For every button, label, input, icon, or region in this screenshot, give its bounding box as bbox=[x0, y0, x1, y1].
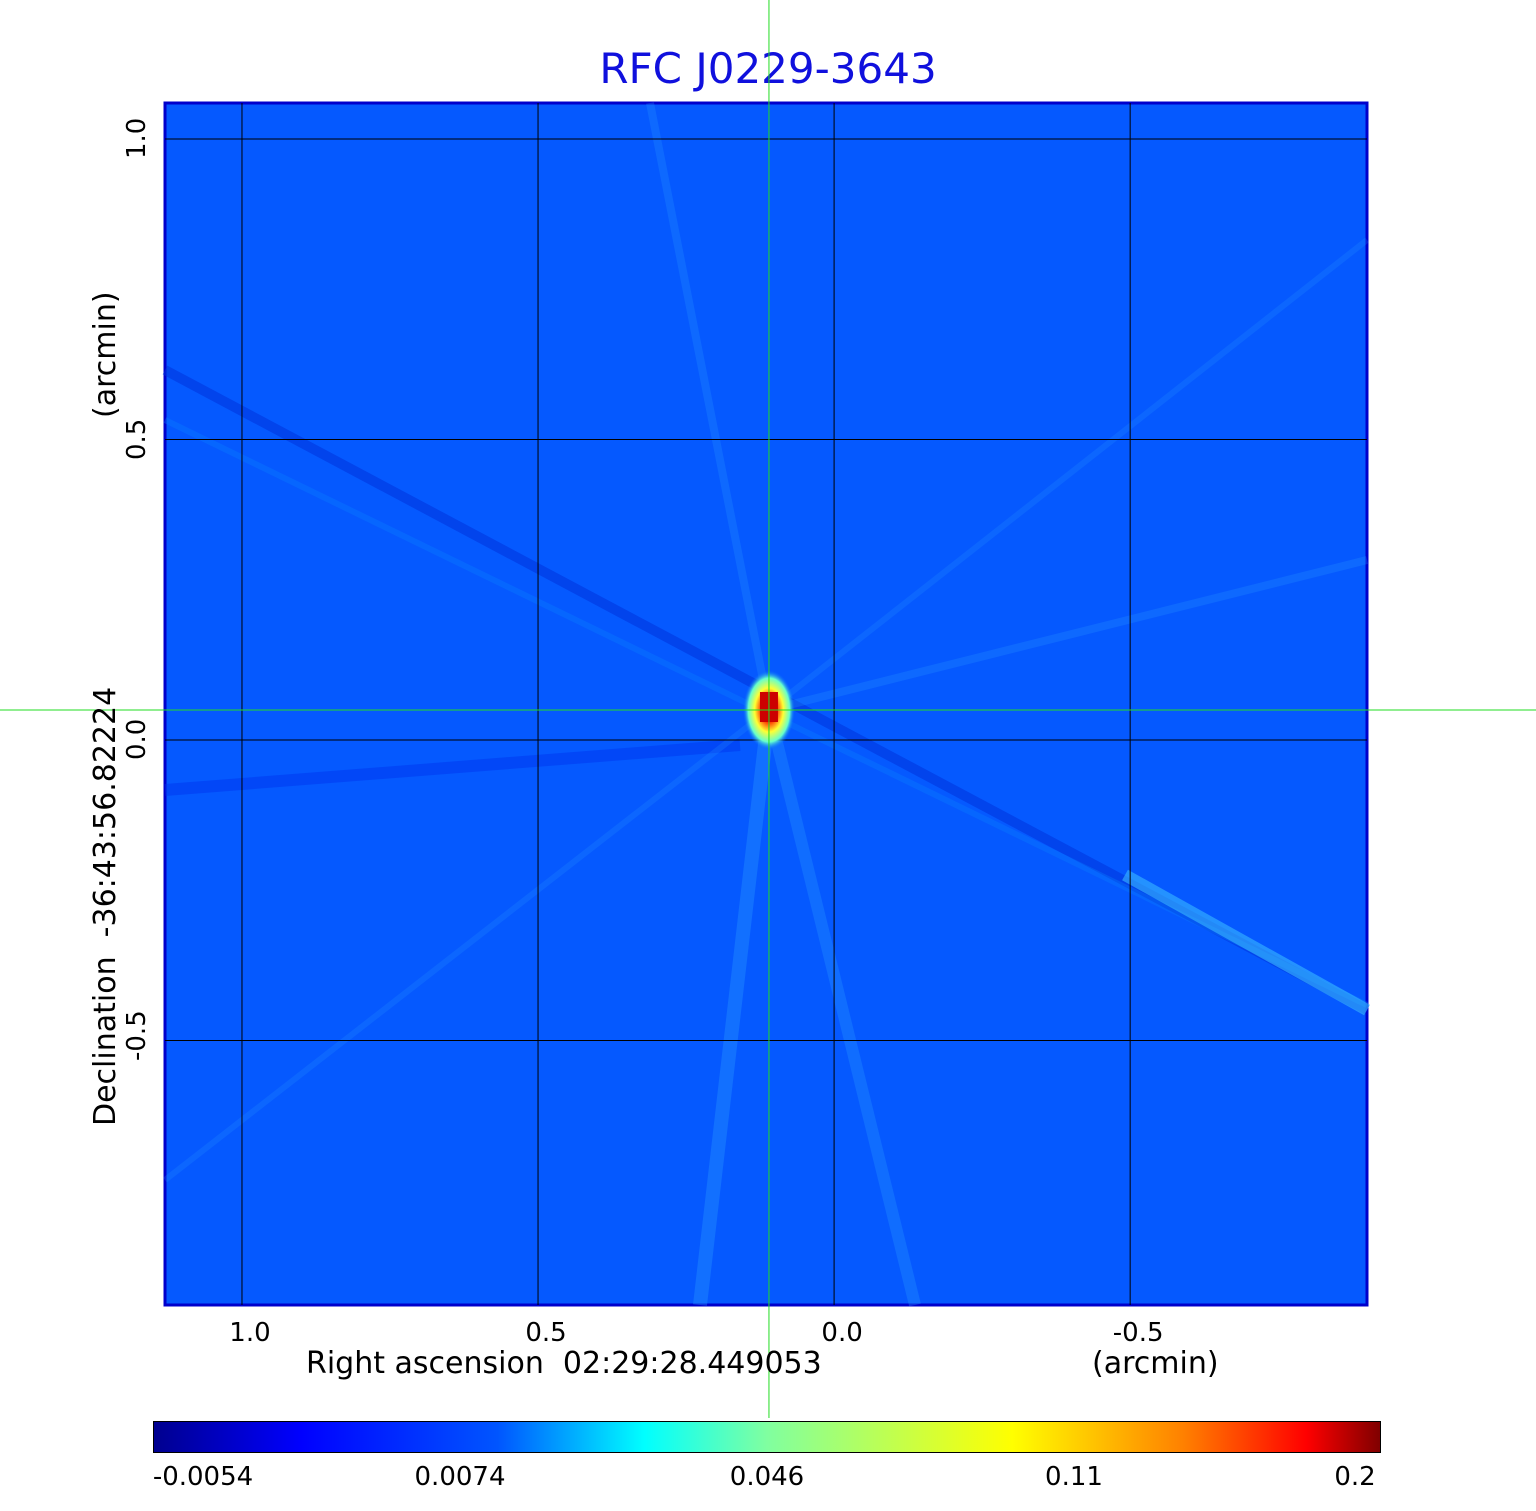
y-tick-label: -0.5 bbox=[122, 1009, 152, 1061]
x-tick-label: -0.5 bbox=[1112, 1318, 1164, 1348]
y-tick-label: 0.0 bbox=[122, 718, 152, 761]
colorbar-tick-label: 0.11 bbox=[1045, 1462, 1103, 1492]
x-axis-label: Right ascension 02:29:28.449053 bbox=[306, 1346, 822, 1381]
sidelobe-streak bbox=[163, 707, 771, 1183]
x-tick-label: 0.5 bbox=[525, 1318, 567, 1348]
x-tick-label: 1.0 bbox=[229, 1318, 271, 1348]
y-axis-unit: (arcmin) bbox=[88, 291, 123, 418]
crosshair bbox=[0, 0, 1536, 1418]
sidelobe-streak bbox=[646, 102, 773, 711]
colorbar bbox=[153, 1421, 1381, 1453]
colorbar-tick-label: -0.0054 bbox=[152, 1462, 254, 1492]
colorbar-tick-label: 0.0074 bbox=[414, 1462, 506, 1492]
sidelobe-streaks bbox=[162, 102, 1370, 1307]
sidelobe-streak bbox=[767, 556, 1368, 714]
sidelobe-streak bbox=[693, 709, 776, 1306]
y-axis-label: Declination -36:43:56.82224 bbox=[88, 686, 123, 1126]
colorbar-tick-label: 0.046 bbox=[729, 1462, 805, 1492]
sidelobe-streak bbox=[164, 739, 741, 796]
x-tick-label: 0.0 bbox=[821, 1318, 863, 1348]
x-axis-unit: (arcmin) bbox=[1092, 1346, 1219, 1381]
y-tick-label: 1.0 bbox=[122, 117, 152, 160]
chart-title: RFC J0229-3643 bbox=[599, 44, 937, 93]
sidelobe-streak bbox=[763, 708, 921, 1307]
sidelobe-streak bbox=[1122, 869, 1370, 1016]
grid-lines bbox=[165, 103, 1367, 1305]
y-tick-label: 0.5 bbox=[122, 418, 152, 460]
colorbar-tick-label: 0.2 bbox=[1334, 1462, 1376, 1492]
sidelobe-streak bbox=[767, 237, 1369, 713]
